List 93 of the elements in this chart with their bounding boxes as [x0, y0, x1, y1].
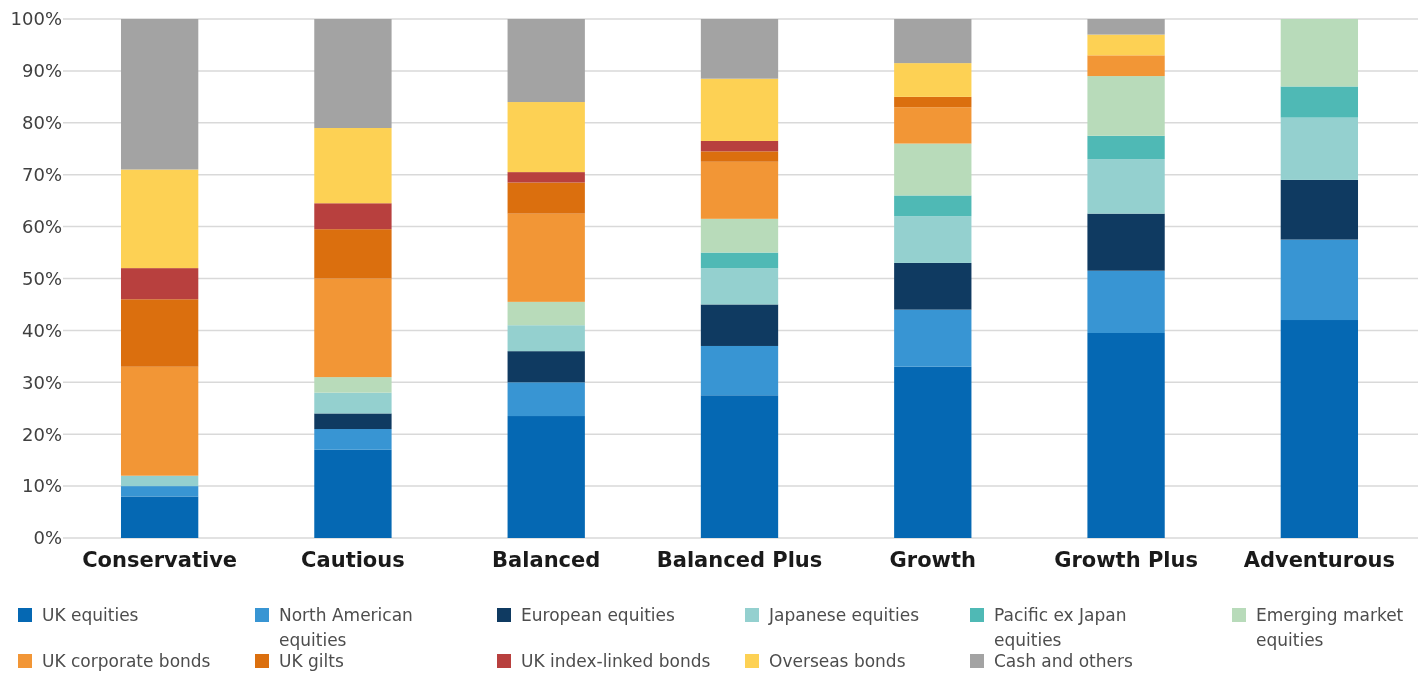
x-tick-label: Conservative	[82, 548, 238, 572]
bar	[507, 102, 585, 173]
bar	[314, 19, 392, 128]
y-tick-label: 60%	[21, 215, 62, 237]
bar	[120, 19, 199, 170]
y-tick-label: 70%	[21, 164, 62, 185]
bar	[120, 366, 199, 476]
bar	[700, 161, 779, 219]
bar	[1280, 320, 1359, 538]
bar	[314, 127, 392, 204]
bar	[1280, 86, 1359, 118]
bar	[120, 496, 199, 538]
legend-label: Pacific ex Japan equities	[994, 604, 1127, 651]
bar	[1087, 76, 1165, 136]
y-tick-label: 40%	[21, 319, 62, 341]
y-tick-label: 20%	[21, 423, 62, 445]
legend-label: Japanese equities	[768, 604, 920, 625]
legend-label: European equities	[521, 604, 675, 625]
bar	[1087, 159, 1165, 214]
legend-label: UK equities	[42, 604, 139, 625]
bar	[894, 216, 972, 263]
bar	[894, 195, 972, 217]
bar	[700, 345, 779, 396]
bar	[894, 262, 972, 310]
legend-label: Cash and others	[994, 650, 1133, 671]
bar	[1087, 34, 1165, 56]
bar	[507, 382, 585, 417]
bar	[1280, 239, 1359, 321]
bar	[120, 486, 199, 497]
bar	[507, 172, 585, 183]
bar	[314, 392, 392, 414]
bar	[314, 413, 392, 430]
bar	[1087, 55, 1165, 77]
bar	[314, 278, 392, 378]
legend-label: North American equities	[279, 604, 413, 651]
bar	[700, 19, 779, 79]
y-tick-label: 10%	[21, 475, 62, 497]
bar	[507, 19, 585, 103]
x-tick-label: Adventurous	[1243, 548, 1396, 572]
bar	[894, 366, 972, 538]
bar	[894, 309, 972, 367]
bar	[314, 429, 392, 450]
bar	[700, 78, 779, 141]
bar	[1087, 19, 1165, 35]
bar	[894, 107, 972, 144]
bar	[507, 213, 585, 302]
bar	[1087, 333, 1165, 538]
bar	[507, 301, 585, 326]
bar	[507, 351, 585, 383]
y-tick-label: 50%	[21, 267, 62, 289]
legend-label: Overseas bonds	[769, 650, 906, 671]
bar	[700, 395, 779, 538]
bar	[1087, 135, 1165, 160]
bar	[1280, 117, 1359, 180]
x-tick-label: Growth Plus	[1054, 548, 1198, 572]
x-tick-label: Cautious	[301, 548, 405, 572]
y-tick-label: 90%	[21, 60, 62, 82]
bar	[894, 143, 972, 196]
bar	[314, 377, 392, 393]
bar	[507, 416, 585, 538]
bar	[700, 268, 779, 305]
y-tick-label: 0%	[33, 527, 62, 549]
bar	[894, 63, 972, 97]
bar	[1280, 179, 1359, 240]
x-tick-label: Balanced Plus	[656, 548, 823, 572]
y-tick-label: 30%	[21, 371, 62, 393]
bar	[1087, 270, 1165, 333]
bar	[507, 325, 585, 352]
bar	[120, 475, 199, 487]
bar	[120, 268, 199, 300]
x-tick-label: Growth	[889, 548, 976, 572]
bar	[700, 140, 779, 152]
bar	[507, 182, 585, 214]
legend-label: UK index-linked bonds	[521, 650, 711, 671]
bar	[120, 299, 199, 367]
legend-label: UK gilts	[279, 650, 344, 671]
bar	[120, 169, 199, 269]
bar	[894, 96, 972, 108]
bar	[1087, 213, 1165, 271]
y-tick-label: 100%	[10, 8, 62, 30]
bar	[700, 218, 779, 253]
bar	[700, 252, 779, 269]
bar	[314, 449, 392, 538]
legend-label: Emerging market equities	[1256, 604, 1404, 651]
bar	[700, 304, 779, 346]
bar	[314, 203, 392, 230]
bar	[894, 19, 972, 64]
y-tick-label: 80%	[21, 112, 62, 134]
legend-label: UK corporate bonds	[42, 650, 211, 671]
bar	[1280, 19, 1359, 87]
x-tick-label: Balanced	[492, 548, 601, 572]
bar	[314, 229, 392, 279]
bar	[700, 151, 779, 162]
